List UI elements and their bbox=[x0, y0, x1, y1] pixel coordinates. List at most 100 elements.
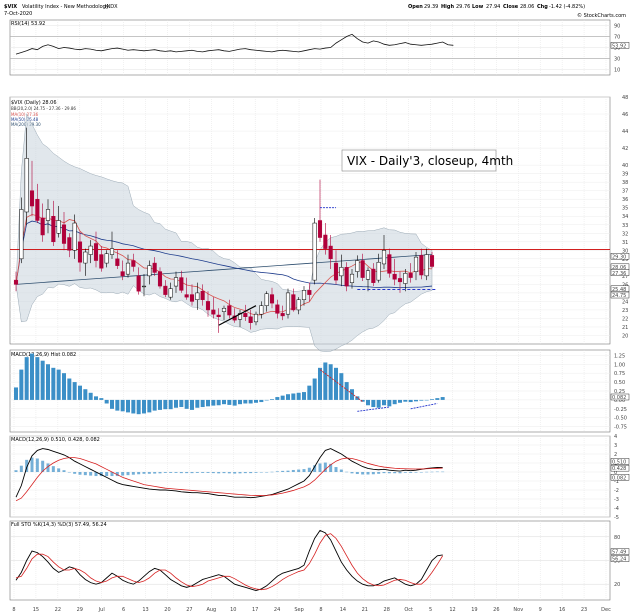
hist-tick: 0.00 bbox=[614, 398, 625, 404]
candle-body bbox=[141, 285, 147, 288]
close-label: Close bbox=[503, 4, 519, 10]
candle-body bbox=[291, 294, 296, 311]
hist-bar bbox=[371, 399, 376, 408]
macd-hist-bar bbox=[366, 472, 370, 475]
macd-hist-bar bbox=[78, 472, 82, 475]
candle-body bbox=[56, 220, 61, 234]
candle-body bbox=[296, 299, 301, 311]
hist-bar bbox=[264, 399, 269, 401]
candle-body bbox=[344, 267, 349, 287]
x-tick-label: 29 bbox=[77, 607, 83, 613]
hist-bar bbox=[430, 399, 434, 400]
hist-bar bbox=[62, 373, 66, 400]
macd-hist-bar bbox=[270, 471, 274, 473]
x-tick-label: Sep bbox=[294, 607, 303, 613]
macd-hist-bar bbox=[126, 472, 130, 476]
hist-bar bbox=[328, 364, 333, 400]
hist-tick: 0.25 bbox=[614, 389, 625, 395]
macd-hist-bar bbox=[83, 472, 87, 476]
macd-hist-bar bbox=[265, 472, 269, 473]
macd-hist-bar bbox=[329, 463, 333, 472]
x-axis-labels: 8 15 22 29 Jul 6 13 20 27 Aug 10 17 24 Sep 8 14 21 28 Oct 5… bbox=[12, 607, 611, 613]
rsi-value-box bbox=[610, 42, 630, 49]
candle-body bbox=[397, 278, 403, 283]
x-tick-label: 14 bbox=[340, 607, 346, 613]
candle-body bbox=[179, 277, 184, 291]
hist-bar bbox=[126, 399, 130, 413]
macd-hist-bar bbox=[163, 472, 167, 473]
x-tick-label: 24 bbox=[274, 607, 280, 613]
candle-body bbox=[136, 275, 141, 292]
hist-bar bbox=[158, 399, 162, 410]
x-tick-label: 12 bbox=[449, 607, 455, 613]
series-layer bbox=[10, 33, 610, 591]
candle-body bbox=[152, 262, 157, 273]
candle-body bbox=[35, 198, 40, 221]
x-tick-label: 23 bbox=[581, 607, 587, 613]
macd-hist-bar bbox=[259, 472, 263, 473]
price-value-label: 29.30 bbox=[612, 254, 626, 260]
macd-value-box bbox=[610, 474, 630, 481]
candle-body bbox=[269, 294, 275, 304]
macd-hist-bar bbox=[339, 469, 343, 472]
annotation-frame bbox=[341, 149, 497, 172]
macd-tick: -3 bbox=[614, 497, 619, 503]
macd-hist-bar bbox=[89, 472, 93, 476]
macd-hist-bar bbox=[137, 472, 141, 475]
price-tick: 27 bbox=[622, 274, 628, 280]
x-tick-label: 21 bbox=[362, 607, 368, 613]
hist-bar bbox=[184, 399, 189, 409]
candle-body bbox=[392, 273, 397, 280]
symbol-name: Volatility Index - New Methodology bbox=[22, 4, 109, 10]
x-tick-label: Jul bbox=[98, 607, 105, 613]
candle-body bbox=[285, 292, 291, 315]
macd-hist-bar bbox=[211, 472, 215, 474]
macd-hist-bar bbox=[131, 472, 135, 475]
hist-bar bbox=[104, 399, 109, 404]
hist-bar bbox=[366, 399, 370, 406]
rsi-value-label: 53.92 bbox=[612, 43, 626, 49]
price-tick: 33 bbox=[622, 223, 628, 229]
candle-body bbox=[413, 256, 419, 272]
candle-body bbox=[109, 248, 115, 255]
sto-tick: 80 bbox=[614, 535, 620, 541]
x-tick-label: 17 bbox=[252, 607, 258, 613]
y-axis-labels: 907050301053.924846444240393837363534333… bbox=[610, 24, 630, 588]
candle-body bbox=[339, 267, 344, 277]
candle-body bbox=[120, 271, 125, 277]
price-tick: 32 bbox=[622, 231, 628, 237]
candle-body bbox=[227, 305, 232, 316]
price-value-label: 24.75 bbox=[612, 293, 626, 299]
x-tick-label: 10 bbox=[230, 607, 236, 613]
hist-bar bbox=[307, 385, 312, 400]
hist-bar bbox=[232, 399, 237, 406]
candle-body bbox=[371, 268, 376, 283]
candle-body bbox=[88, 245, 93, 255]
candle-body bbox=[387, 254, 392, 274]
macd-hist-bar bbox=[291, 469, 295, 472]
x-tick-label: Dec bbox=[601, 607, 611, 613]
hist-bar bbox=[408, 399, 413, 403]
candle-body bbox=[419, 255, 424, 276]
hist-bar bbox=[382, 399, 386, 406]
x-tick-label: Nov bbox=[513, 607, 523, 613]
macd-value-label: 0.428 bbox=[612, 466, 626, 472]
macd-tick: -2 bbox=[614, 488, 619, 494]
hist-bar bbox=[88, 392, 93, 400]
hist-bar bbox=[110, 399, 114, 409]
hist-bar bbox=[440, 397, 445, 400]
hist-bar bbox=[51, 367, 56, 400]
macd-hist-bar bbox=[99, 472, 103, 477]
candle-body bbox=[355, 260, 360, 272]
macd-hist-bar bbox=[403, 472, 407, 473]
hist-tick: 1.25 bbox=[614, 353, 625, 359]
macd-hist-bar bbox=[393, 472, 397, 474]
macd-hist-bar bbox=[281, 470, 285, 472]
macd-hist-bar bbox=[105, 472, 109, 477]
macd-hist-bar bbox=[318, 463, 322, 472]
hist-bar bbox=[206, 399, 210, 407]
macd-value-box bbox=[610, 464, 630, 472]
macd-value-label: 0.510 bbox=[612, 459, 626, 465]
macd-hist-bar bbox=[142, 472, 146, 474]
